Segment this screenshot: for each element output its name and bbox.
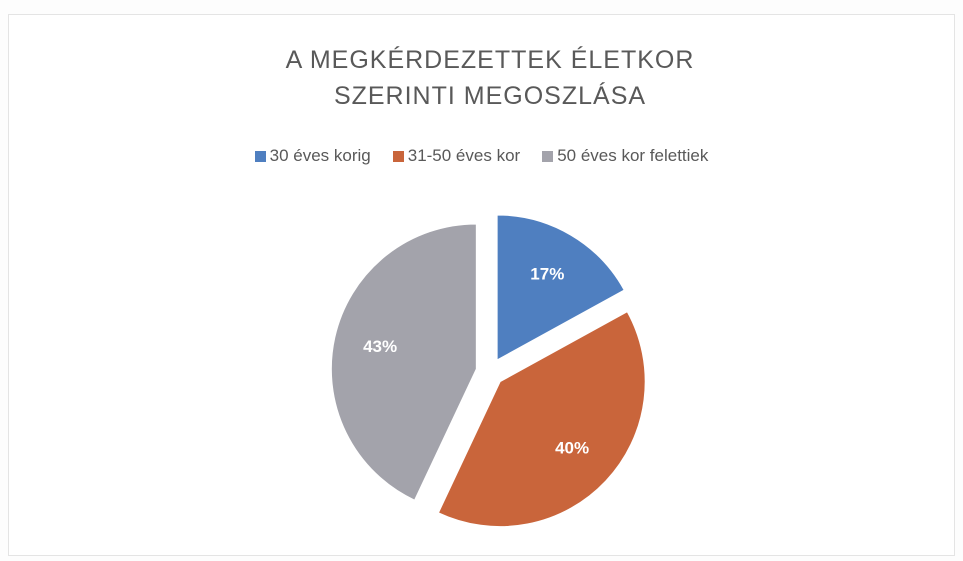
data-label: 17% xyxy=(530,265,564,284)
data-label: 40% xyxy=(555,439,589,458)
pie-slice xyxy=(496,214,625,361)
legend-label: 30 éves korig xyxy=(269,146,371,165)
legend-swatch xyxy=(392,150,404,162)
chart-title: A MEGKÉRDEZETTEK ÉLETKOR SZERINTI MEGOSZ… xyxy=(285,46,695,110)
legend-item: 50 éves kor felettiek xyxy=(542,146,708,166)
pie-slice xyxy=(437,311,646,528)
pie-slice xyxy=(330,223,477,501)
data-label: 43% xyxy=(363,337,397,356)
legend-swatch xyxy=(542,150,554,162)
legend-label: 31-50 éves kor xyxy=(407,146,521,165)
legend-label: 50 éves kor felettiek xyxy=(557,146,709,165)
legend-item: 30 éves korig xyxy=(254,146,371,166)
legend: 30 éves korig 31-50 éves kor 50 éves kor f… xyxy=(0,146,963,166)
legend-item: 31-50 éves kor xyxy=(392,146,521,166)
legend-swatch xyxy=(254,150,266,162)
